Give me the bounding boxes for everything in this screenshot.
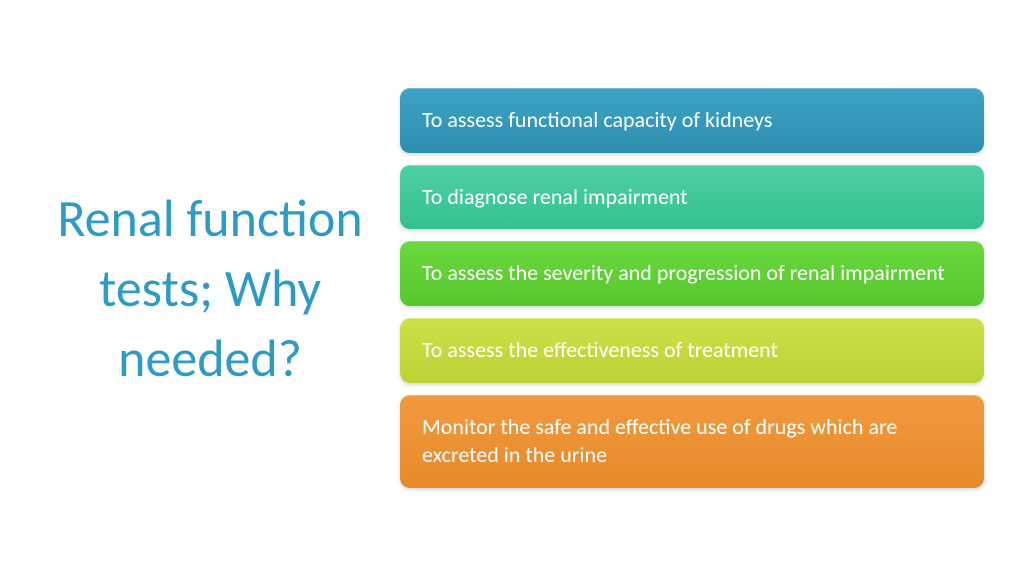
reason-box: Monitor the safe and effective use of dr… — [400, 395, 984, 488]
reason-text: To assess functional capacity of kidneys — [422, 106, 772, 133]
reason-text: To diagnose renal impairment — [422, 183, 688, 210]
title-panel: Renal function tests; Why needed? — [0, 0, 400, 576]
reason-box: To assess the effectiveness of treatment — [400, 318, 984, 383]
reasons-list: To assess functional capacity of kidneys… — [400, 0, 1024, 576]
reason-text: Monitor the safe and effective use of dr… — [422, 413, 897, 469]
slide-title: Renal function tests; Why needed? — [50, 183, 370, 394]
reason-box: To assess the severity and progression o… — [400, 241, 984, 306]
reason-box: To assess functional capacity of kidneys — [400, 88, 984, 153]
reason-text: To assess the effectiveness of treatment — [422, 336, 778, 363]
reason-text: To assess the severity and progression o… — [422, 259, 945, 286]
reason-box: To diagnose renal impairment — [400, 165, 984, 230]
